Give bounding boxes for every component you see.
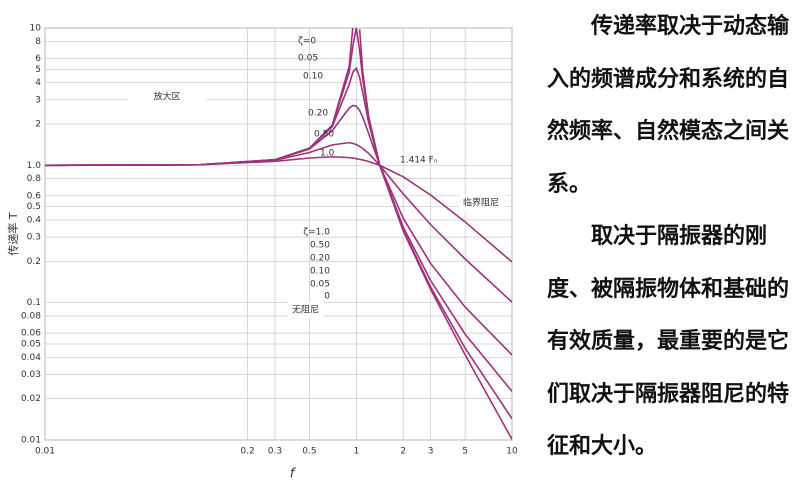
y-tick-label: 8 bbox=[35, 37, 41, 47]
y-tick-label: 0.05 bbox=[21, 340, 41, 350]
x-tick-label: 1 bbox=[353, 447, 359, 457]
annotation: 临界阻尼 bbox=[463, 197, 499, 209]
plot-area bbox=[44, 27, 513, 441]
y-tick-label: 0.3 bbox=[27, 233, 41, 243]
y-tick-label: 4 bbox=[35, 78, 41, 88]
annotation-box bbox=[288, 302, 324, 318]
series-label: 0.05 bbox=[298, 54, 318, 64]
y-tick-label: 6 bbox=[35, 54, 41, 64]
series-label: 0.50 bbox=[314, 130, 334, 140]
x-tick-label: 0.3 bbox=[268, 447, 282, 457]
y-tick-label: 0.04 bbox=[21, 353, 41, 363]
y-tick-label: 1.0 bbox=[27, 161, 42, 171]
annotation: 放大区 bbox=[153, 91, 180, 103]
annotation: 1.414 Fₙ bbox=[400, 156, 438, 166]
text-block: 传递率取决于动态输入的频谱成分和系统的自然频率、自然模态之间关系。 取决于隔振器… bbox=[547, 0, 789, 473]
curve bbox=[45, 104, 512, 356]
curve-label: 0.10 bbox=[310, 267, 330, 277]
annotation-box bbox=[459, 195, 505, 211]
paragraph: 传递率取决于动态输入的频谱成分和系统的自然频率、自然模态之间关系。 bbox=[547, 13, 790, 197]
x-axis-label: f bbox=[290, 467, 297, 482]
annotation: 无阻尼 bbox=[292, 305, 319, 316]
x-tick-label: 0.5 bbox=[302, 447, 316, 457]
y-tick-label: 0.5 bbox=[27, 202, 41, 212]
series-label: 1.0 bbox=[320, 149, 335, 159]
y-tick-label: 3 bbox=[35, 95, 41, 105]
y-tick-label: 5 bbox=[35, 65, 41, 75]
x-tick-label: 5 bbox=[462, 447, 468, 457]
x-tick-label: 10 bbox=[506, 447, 518, 457]
y-tick-label: 0.2 bbox=[27, 257, 41, 267]
y-axis-label: 传递率 T bbox=[6, 212, 20, 255]
y-tick-label: 2 bbox=[35, 119, 41, 129]
curve bbox=[45, 141, 512, 303]
y-tick-label: 0.01 bbox=[21, 436, 41, 446]
y-tick-label: 10 bbox=[30, 24, 42, 34]
y-tick-label: 0.1 bbox=[27, 298, 41, 308]
series-label: 0.20 bbox=[308, 109, 328, 119]
x-tick-label: 0.2 bbox=[240, 447, 254, 457]
y-tick-label: 0.06 bbox=[21, 329, 41, 339]
y-tick-label: 0.03 bbox=[21, 370, 41, 380]
curve-label: 0.05 bbox=[310, 280, 330, 290]
series-label: 0.10 bbox=[303, 72, 323, 82]
y-tick-label: 0.4 bbox=[27, 215, 42, 225]
curve-label: 0.20 bbox=[310, 254, 330, 264]
curve-label: 0.50 bbox=[310, 241, 330, 251]
paragraph: 取决于隔振器的刚度、被隔振物体和基础的有效质量，最重要的是它们取决于隔振器阻尼的… bbox=[547, 223, 790, 459]
annotation-box bbox=[128, 88, 206, 106]
y-tick-label: 0.6 bbox=[27, 191, 42, 201]
x-tick-label: 2 bbox=[400, 447, 406, 457]
y-tick-label: 0.02 bbox=[21, 394, 41, 404]
curve bbox=[45, 155, 512, 263]
curve-label: ζ=1.0 bbox=[303, 228, 330, 238]
y-tick-label: 0.8 bbox=[27, 174, 42, 184]
chart: 传递率 T f 108654321.00.80.60.50.40.30.20.1… bbox=[6, 24, 518, 482]
y-tick-label: 0.08 bbox=[21, 311, 41, 321]
x-tick-label: 0.01 bbox=[35, 447, 55, 457]
x-tick-label: 3 bbox=[428, 447, 434, 457]
curve-label: 0 bbox=[324, 292, 330, 302]
series-label: ζ=0 bbox=[298, 37, 316, 47]
